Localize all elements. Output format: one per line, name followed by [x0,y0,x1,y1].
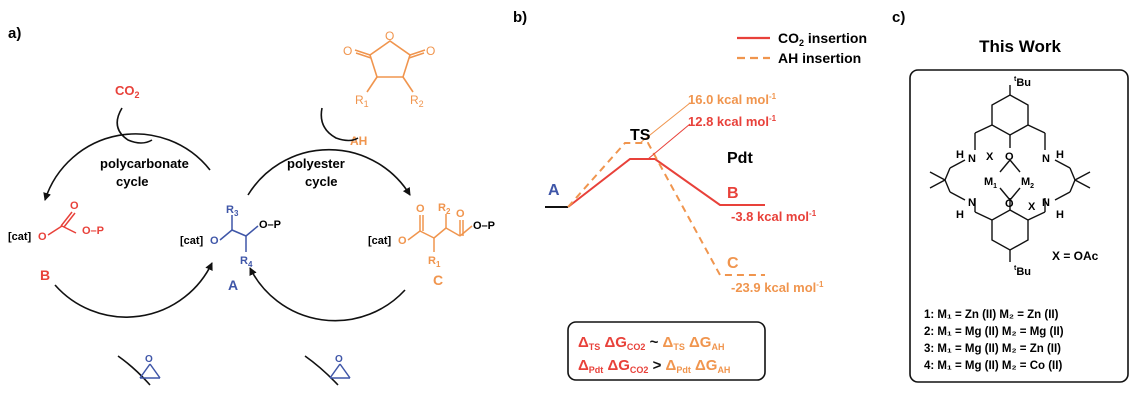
polycarbonate-label-2: cycle [116,174,149,189]
svg-text:[cat]: [cat] [180,235,204,247]
svg-text:X: X [986,151,994,163]
energy-profile [545,102,765,276]
svg-text:N: N [1042,197,1050,209]
co2-path [567,158,765,208]
x-definition: X = OAc [1052,249,1099,263]
svg-text:H: H [956,209,964,221]
svg-text:O: O [416,203,425,215]
svg-text:O: O [335,354,343,365]
svg-text:O: O [1005,198,1014,210]
point-c: C [727,255,739,272]
svg-text:H: H [1056,209,1064,221]
anhydride-o-ring: O [385,29,394,43]
panel-a: a) O O O R1 R2 AH CO2 polycarbo [8,25,495,386]
entry-3: 3: M₁ = Mg (II) M₂ = Zn (II) [924,343,1061,355]
energy-ts-ah: 16.0 kcal mol-1 [688,92,777,107]
label-a: A [228,277,238,293]
panel-c-title: This Work [979,37,1061,56]
ligand-structure [929,85,1091,262]
ah-path [567,142,765,276]
energy-c: -23.9 kcal mol-1 [731,280,824,295]
svg-text:O: O [145,354,153,365]
polycarbonate-cycle [43,107,213,386]
entry-2: 2: M₁ = Mg (II) M₂ = Mg (II) [924,326,1064,338]
polyester-label-1: polyester [287,156,345,171]
point-b: B [727,185,739,202]
svg-text:O: O [70,200,79,212]
panel-b: b) CO2 insertion AH insertion TS Pdt A B… [513,9,867,381]
label-ts: TS [630,127,651,144]
polyester-label-2: cycle [305,174,338,189]
energy-b: -3.8 kcal mol-1 [731,209,817,224]
svg-text:[cat]: [cat] [8,231,32,243]
panel-b-label: b) [513,9,527,26]
svg-text:R2: R2 [438,202,451,216]
panel-c: c) This Work [892,9,1129,383]
anhydride-o-right: O [426,44,435,58]
svg-text:N: N [968,197,976,209]
comparison-line-1: ΔTS ΔGCO2 ~ ΔTS ΔGAH [578,334,724,352]
svg-text:O: O [1005,151,1014,163]
label-c: C [433,272,443,288]
svg-text:R4: R4 [240,255,253,269]
svg-text:[cat]: [cat] [368,235,392,247]
ah-label: AH [350,134,367,148]
comparison-line-2: ΔPdt ΔGCO2 > ΔPdt ΔGAH [578,357,730,375]
anhydride-structure [354,40,426,93]
anhydride-o-left: O [343,44,352,58]
panel-a-label: a) [8,25,21,42]
epoxide-left [139,363,161,379]
legend-ah-text: AH insertion [778,50,861,66]
r1-label: R1 [355,93,369,109]
point-a: A [548,182,560,199]
svg-text:O: O [456,208,465,220]
structure-c: [cat] O O O O–P R2 R1 C [368,202,495,288]
panel-c-label: c) [892,9,905,26]
comparison-box [567,321,766,381]
polycarbonate-label-1: polycarbonate [100,156,189,171]
co2-label: CO2 [115,83,140,100]
svg-text:R1: R1 [428,255,441,269]
svg-text:N: N [1042,153,1050,165]
svg-text:X: X [1028,201,1036,213]
entry-1: 1: M₁ = Zn (II) M₂ = Zn (II) [924,309,1059,321]
svg-text:N: N [968,153,976,165]
svg-text:O–P: O–P [473,220,495,232]
label-b: B [40,267,50,283]
r2-label: R2 [410,93,424,109]
svg-text:O: O [38,231,47,243]
label-pdt: Pdt [727,150,753,167]
svg-text:tBu: tBu [1014,76,1031,89]
svg-text:M2: M2 [1021,176,1034,190]
entry-4: 4: M₁ = Mg (II) M₂ = Co (II) [924,360,1062,372]
svg-text:H: H [1056,149,1064,161]
svg-text:O–P: O–P [259,219,281,231]
energy-ts-co2: 12.8 kcal mol-1 [688,114,777,129]
epoxide-right [329,363,351,379]
svg-text:O: O [398,235,407,247]
svg-text:R3: R3 [226,204,239,218]
panel-c-box [909,69,1129,383]
structure-b: [cat] O O O–P B [8,200,104,283]
svg-text:O–P: O–P [82,225,104,237]
legend-co2-text: CO2 insertion [778,30,867,48]
ligand-labels: tBu tBu H N N H N H N H O O X X M1 M2 [956,76,1064,278]
svg-text:tBu: tBu [1014,265,1031,278]
svg-text:O: O [210,235,219,247]
structure-a: [cat] O O–P R3 R4 A [180,204,281,293]
svg-text:M1: M1 [984,176,997,190]
svg-text:H: H [956,149,964,161]
polyester-cycle [247,107,411,386]
